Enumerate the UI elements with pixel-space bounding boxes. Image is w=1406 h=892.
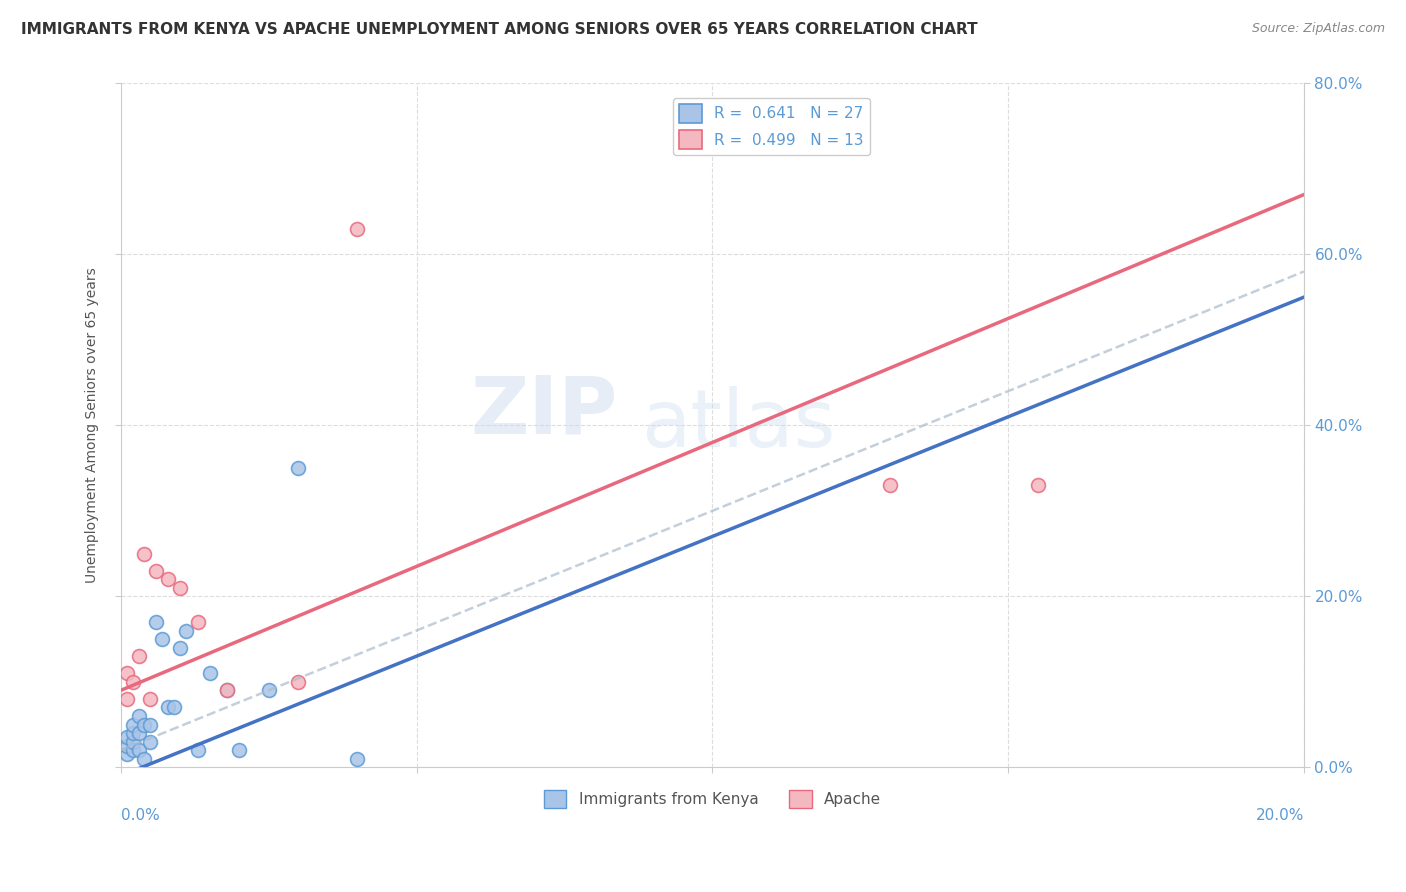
Point [169, 581, 191, 595]
Point [145, 615, 167, 629]
Point [187, 743, 209, 757]
Point [150, 632, 173, 646]
Point [139, 717, 162, 731]
Point [198, 666, 221, 681]
Point [228, 743, 250, 757]
Legend: Immigrants from Kenya, Apache: Immigrants from Kenya, Apache [537, 783, 887, 814]
Point [134, 547, 156, 561]
Point [128, 709, 150, 723]
Text: 0.0%: 0.0% [121, 808, 159, 823]
Point [879, 478, 901, 492]
Point [121, 726, 143, 740]
Point [217, 683, 239, 698]
Point [257, 683, 280, 698]
Point [157, 572, 180, 586]
Point [287, 674, 309, 689]
Point [139, 734, 162, 748]
Y-axis label: Unemployment Among Seniors over 65 years: Unemployment Among Seniors over 65 years [86, 268, 100, 583]
Text: 20.0%: 20.0% [1256, 808, 1303, 823]
Point [134, 717, 156, 731]
Point [174, 624, 197, 638]
Point [346, 221, 368, 235]
Point [115, 739, 138, 753]
Point [346, 752, 368, 766]
Point [115, 666, 138, 681]
Point [139, 692, 162, 706]
Point [121, 674, 143, 689]
Text: ZIP: ZIP [471, 373, 617, 450]
Text: IMMIGRANTS FROM KENYA VS APACHE UNEMPLOYMENT AMONG SENIORS OVER 65 YEARS CORRELA: IMMIGRANTS FROM KENYA VS APACHE UNEMPLOY… [21, 22, 977, 37]
Point [121, 717, 143, 731]
Point [121, 743, 143, 757]
Point [134, 752, 156, 766]
Point [1026, 478, 1049, 492]
Point [128, 649, 150, 664]
Point [163, 700, 186, 714]
Point [115, 731, 138, 745]
Point [217, 683, 239, 698]
Point [115, 747, 138, 762]
Point [169, 640, 191, 655]
Point [128, 743, 150, 757]
Point [187, 615, 209, 629]
Point [121, 734, 143, 748]
Point [287, 461, 309, 475]
Point [157, 700, 180, 714]
Point [128, 726, 150, 740]
Text: Source: ZipAtlas.com: Source: ZipAtlas.com [1251, 22, 1385, 36]
Text: atlas: atlas [641, 386, 835, 465]
Point [115, 692, 138, 706]
Point [145, 564, 167, 578]
